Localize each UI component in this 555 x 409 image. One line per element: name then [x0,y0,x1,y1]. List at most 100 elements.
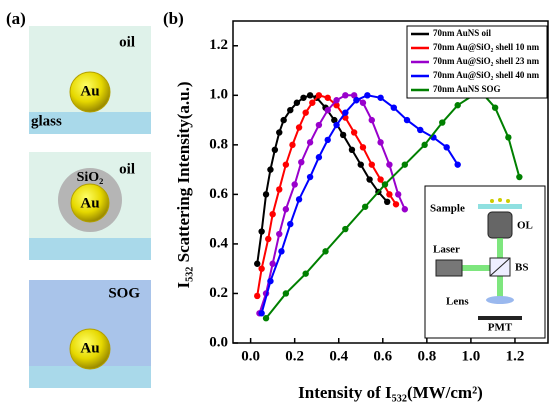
particle-label: Au [80,195,99,211]
inset-setup: Sample OL Laser BS Lens PMT [424,185,546,339]
data-point [315,154,323,161]
data-point [306,173,314,181]
data-point [276,186,283,193]
data-point [298,158,305,166]
medium-label: oil [119,34,135,50]
data-point [364,92,371,99]
panel-label: (a) [6,9,26,28]
y-tick-label: 0.6 [209,186,228,202]
data-point [390,104,398,111]
y-tick-label: 0.8 [209,136,228,152]
plot-frame [232,20,549,344]
y-tick-label: 1.0 [209,87,228,103]
x-tick-label: 1.0 [462,348,481,364]
data-point [254,292,261,300]
series-line [256,94,397,297]
data-point [368,161,375,168]
data-point [401,161,409,168]
data-point [265,235,272,243]
data-point [287,220,294,228]
data-point [342,225,349,233]
data-point [392,201,400,208]
data-point [383,198,391,206]
data-point [505,134,512,141]
data-point [381,181,389,188]
data-point [333,121,340,129]
data-point [309,99,316,106]
legend-label: 70nm Au@SiO₂ shell 10 nm [433,42,540,52]
data-point [421,141,428,149]
data-point [293,99,301,106]
data-point [395,191,402,198]
data-point [258,228,265,235]
x-axis-label: Intensity of I₅₃₂(MW/cm²) [298,383,483,402]
data-point [361,203,369,210]
legend-label: 70nm AuNS SOG [433,84,501,94]
panel-label: (b) [163,9,184,28]
chart: (b) 0.0 0.2 0.4 0.6 0.8 1.0 1.2 0.0 0.2 0.4 0.6 0.8 1… [163,9,549,402]
inset-label: BS [515,262,528,274]
data-point [302,109,309,116]
inset-label: OL [517,220,533,232]
x-tick-label: 0.4 [329,348,348,364]
y-tick-label: 1.2 [209,37,228,53]
data-point [366,176,373,183]
data-point [254,260,261,267]
data-point [276,230,283,238]
data-point [324,106,331,114]
data-point [331,116,338,124]
particle-label: Au [80,340,99,356]
x-tick-label: 0.6 [373,348,392,364]
data-point [350,129,358,136]
data-point [403,116,411,124]
inset-label: PMT [488,322,513,334]
data-point [386,191,393,198]
x-tick-label: 0.0 [241,348,260,364]
data-point [295,124,303,131]
data-point [333,102,340,109]
inset-label: Laser [433,244,460,256]
data-point [359,99,367,106]
data-point [454,161,461,168]
data-point [353,97,360,104]
data-point [401,206,409,213]
data-point [350,92,358,99]
y-tick-label: 0.0 [209,334,228,350]
data-point [258,310,265,317]
legend-label: 70nm AuNS oil [433,28,492,38]
data-point [306,139,314,146]
legend-label: 70nm Au@SiO₂ shell 40 nm [433,70,540,80]
data-point [324,94,331,101]
data-point [333,97,340,104]
data-point [287,106,294,114]
data-point [377,94,384,101]
x-tick-label: 0.8 [417,348,436,364]
medium-label: oil [119,161,135,177]
data-point [262,191,270,198]
legend-box [406,25,548,99]
data-point [267,166,274,173]
data-point [278,248,285,255]
box-oil-glass: oil Au glass [29,26,151,134]
data-point [315,121,323,129]
data-point [386,161,393,168]
data-point [359,144,367,151]
inset-label: Sample [430,203,465,215]
data-point [377,139,384,146]
shell-label: SiO₂ [77,170,104,185]
data-point [315,92,323,99]
data-point [269,260,276,267]
data-point [368,116,375,124]
data-point [269,211,276,218]
x-tick-label: 1.2 [506,348,525,364]
data-point [491,104,499,111]
y-axis-label: I₅₃₂ Scattering Intensity(a.u.) [174,81,193,288]
box-sog: SOG Au [29,280,151,388]
data-point [276,129,283,136]
data-point [302,270,309,277]
x-tick-label: 0.2 [285,348,304,364]
data-point [280,116,287,124]
substrate-label: glass [31,113,62,129]
data-point [267,277,274,285]
